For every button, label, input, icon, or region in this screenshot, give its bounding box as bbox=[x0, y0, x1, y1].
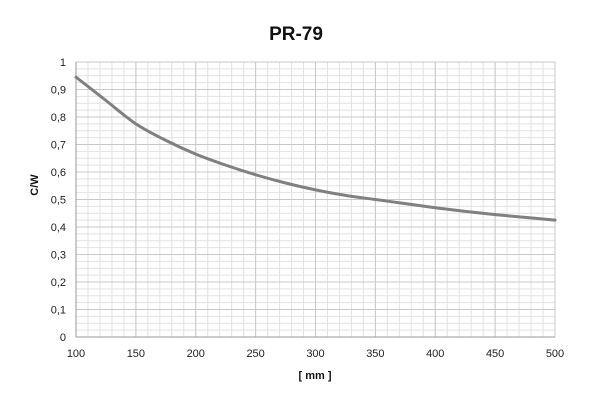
x-tick-label: 200 bbox=[187, 348, 205, 360]
y-tick-label: 0,3 bbox=[51, 250, 66, 262]
y-tick-label: 0 bbox=[60, 332, 66, 344]
y-tick-label: 0,1 bbox=[51, 305, 66, 317]
y-axis-label: C/W bbox=[29, 174, 41, 196]
x-tick-label: 100 bbox=[67, 348, 85, 360]
x-tick-label: 450 bbox=[486, 348, 504, 360]
x-tick-label: 400 bbox=[426, 348, 444, 360]
y-tick-label: 0,9 bbox=[51, 85, 66, 97]
series-line bbox=[74, 75, 557, 222]
y-tick-label: 0,4 bbox=[51, 222, 66, 234]
y-tick-label: 0,2 bbox=[51, 277, 66, 289]
y-tick-label: 0,5 bbox=[51, 195, 66, 207]
tick-labels: 100 150 200 250 300 350 400 450 500 0 0,1 0,2 0,3 0,4… bbox=[51, 57, 564, 360]
x-axis-label: [ mm ] bbox=[299, 370, 332, 382]
x-tick-label: 250 bbox=[246, 348, 264, 360]
axes bbox=[75, 62, 555, 338]
x-tick-label: 500 bbox=[546, 348, 564, 360]
chart-title: PR-79 bbox=[269, 24, 323, 45]
x-tick-label: 150 bbox=[127, 348, 145, 360]
y-tick-label: 0,7 bbox=[51, 140, 66, 152]
series-group bbox=[74, 75, 557, 222]
y-tick-label: 0,8 bbox=[51, 112, 66, 124]
y-tick-label: 1 bbox=[60, 57, 66, 69]
x-tick-label: 300 bbox=[306, 348, 324, 360]
y-tick-label: 0,6 bbox=[51, 167, 66, 179]
x-tick-label: 350 bbox=[366, 348, 384, 360]
